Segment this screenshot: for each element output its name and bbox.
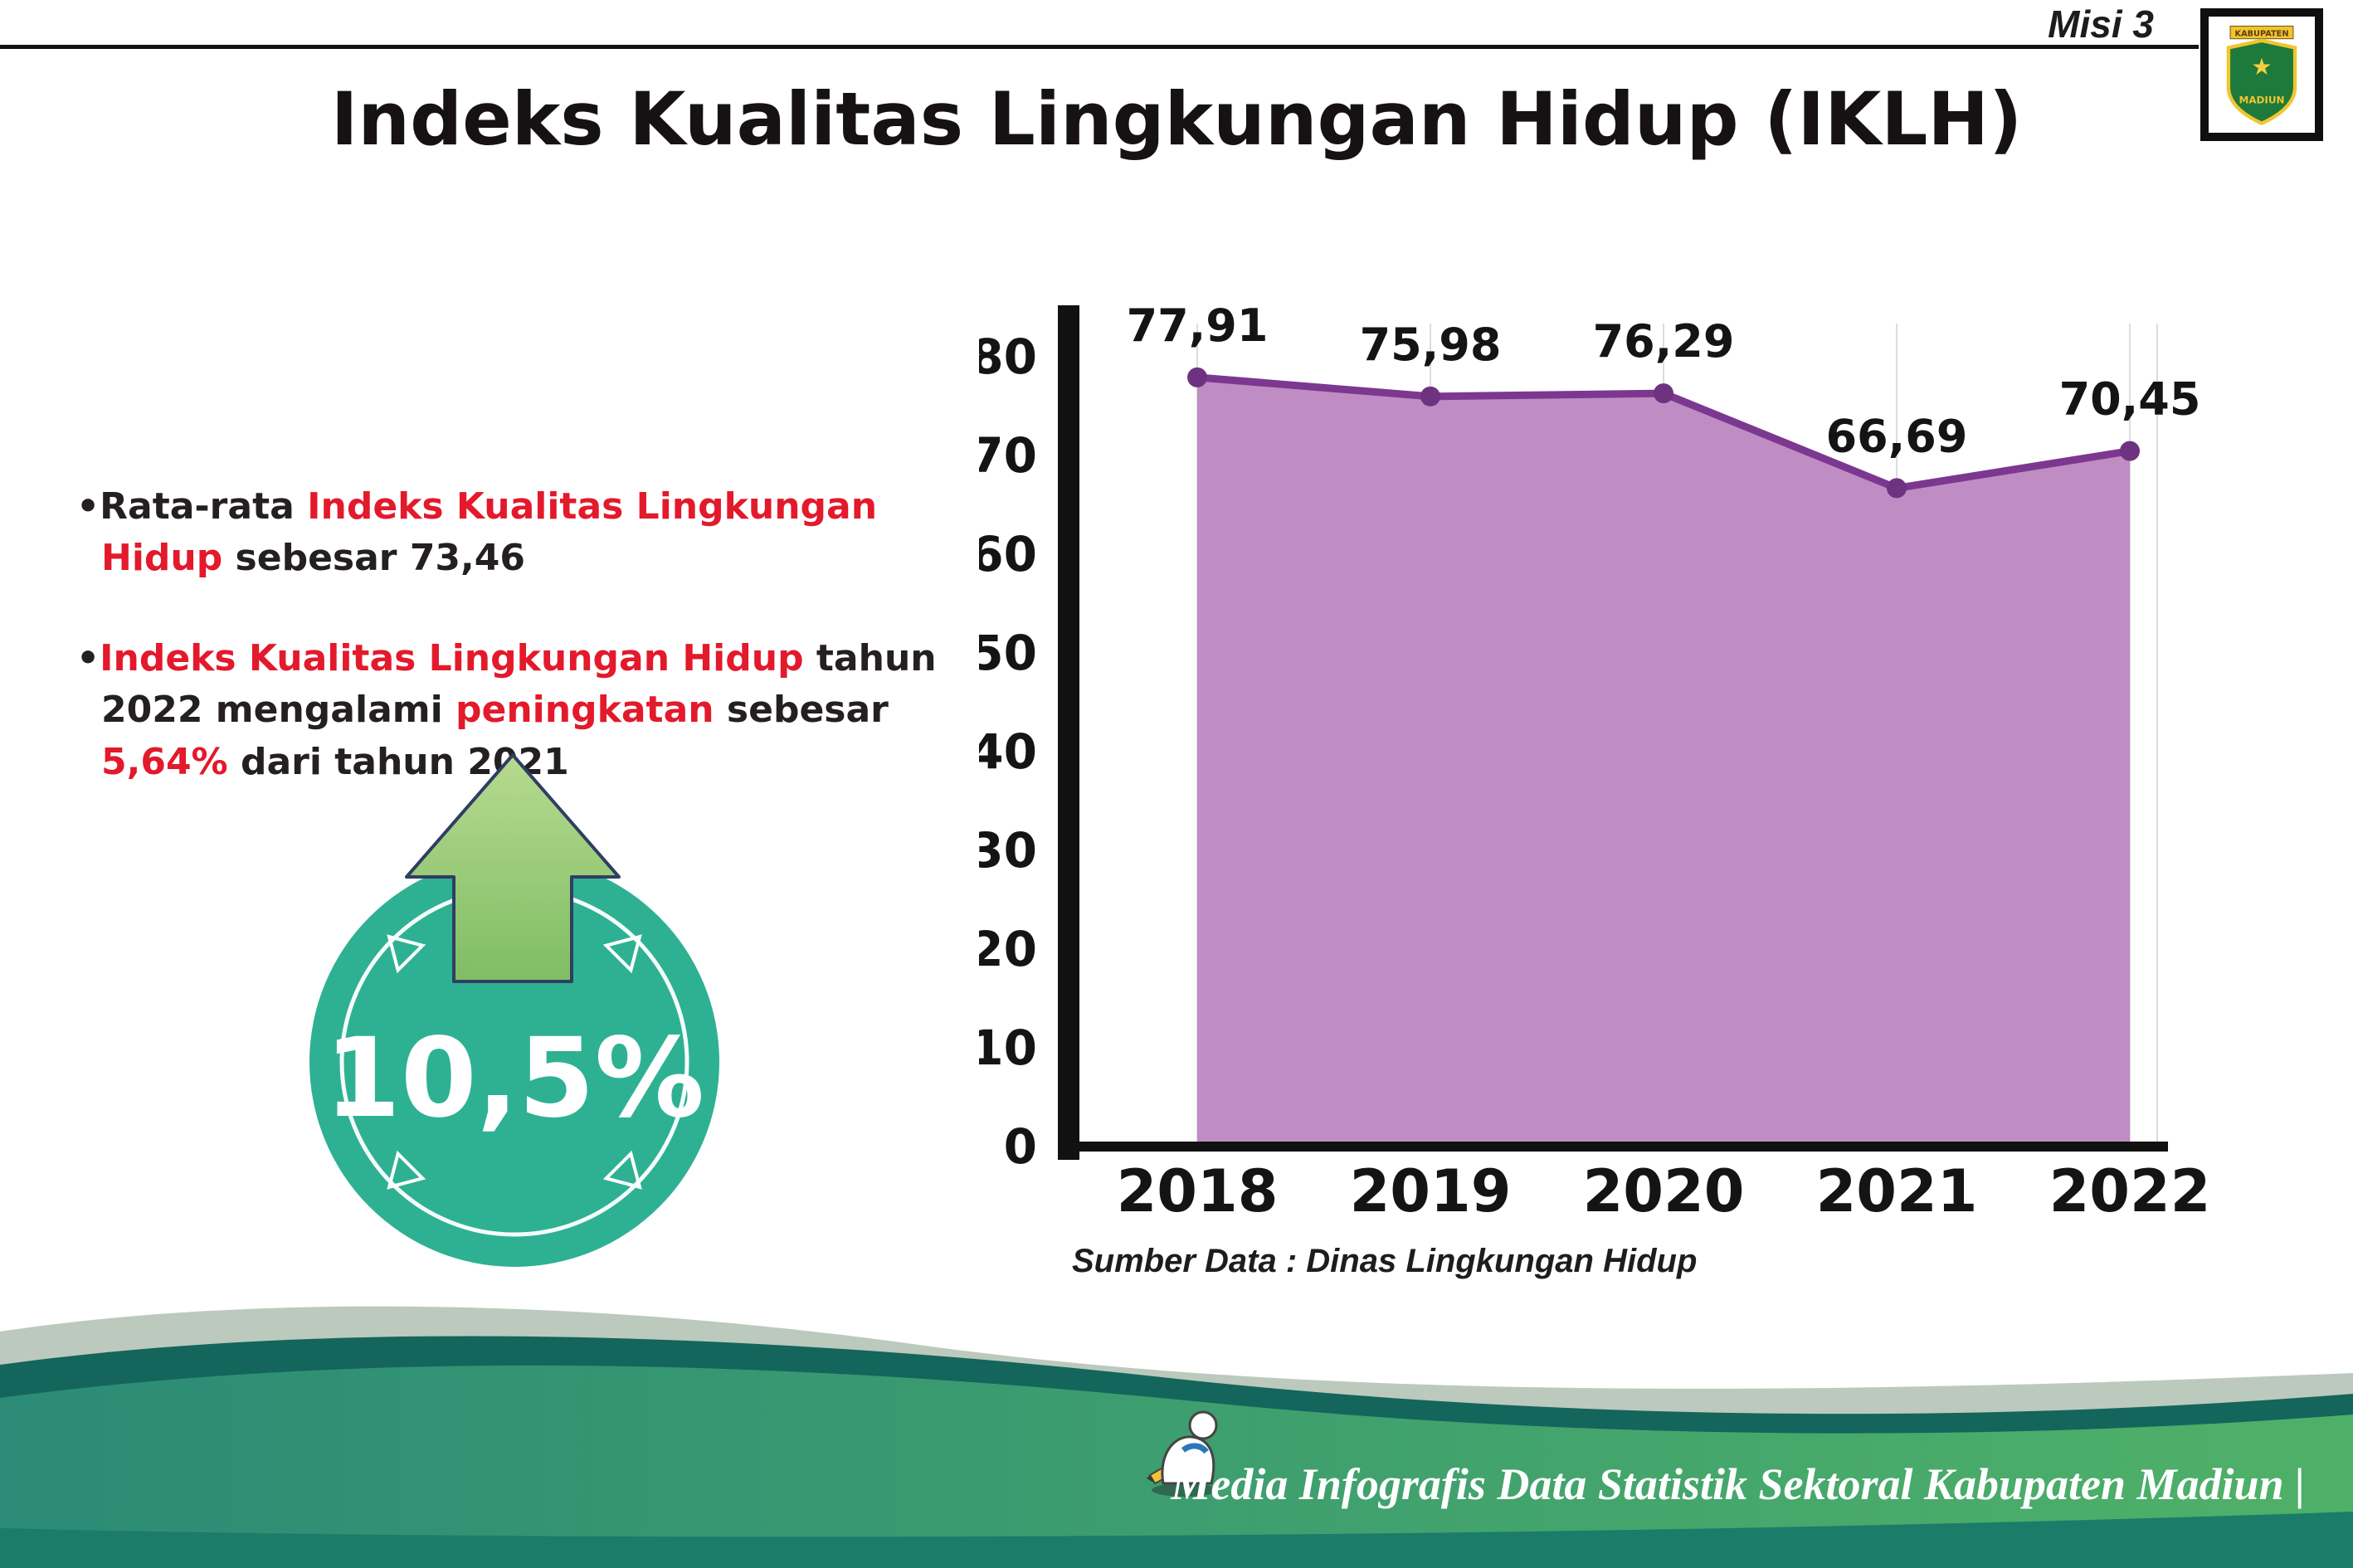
x-tick-label: 2018 — [1117, 1157, 1279, 1225]
y-tick-label: 80 — [979, 329, 1037, 385]
mascot-scarf — [1181, 1443, 1209, 1454]
y-tick-label: 20 — [979, 921, 1037, 977]
value-label: 66,69 — [1826, 410, 1968, 462]
x-tick-label: 2019 — [1350, 1157, 1512, 1225]
mission-label: Misi 3 — [2048, 2, 2154, 46]
mascot-icon — [1147, 1410, 1218, 1497]
bullet-text-segment: Indeks Kualitas Lingkungan Hidup — [100, 636, 804, 679]
triangle-icon — [387, 1150, 426, 1190]
x-tick-label: 2020 — [1583, 1157, 1745, 1225]
bullet-text-segment: sebesar — [714, 689, 889, 732]
bullet-text-segment: sebesar 73,46 — [222, 537, 525, 580]
bullet-text-segment: Rata-rata — [100, 485, 308, 528]
header-divider — [0, 45, 2199, 49]
badge-percentage: 10,5% — [324, 1015, 704, 1142]
y-tick-label: 60 — [979, 526, 1037, 582]
x-tick-label: 2021 — [1816, 1157, 1978, 1225]
triangle-icon — [602, 934, 642, 974]
iklh-area-chart: 77,91 75,98 76,29 66,69 70,45 0 10 20 30 40 50 60 70… — [979, 299, 2207, 1225]
pencil-tip — [1147, 1475, 1155, 1483]
data-source: Sumber Data : Dinas Lingkungan Hidup — [1072, 1243, 1698, 1279]
bullet-marker: • — [76, 636, 100, 679]
logo-shield-body — [2226, 38, 2297, 125]
wave-bottom-band — [0, 1512, 2353, 1568]
value-label: 75,98 — [1360, 319, 1502, 371]
y-tick-label: 70 — [979, 427, 1037, 484]
page-title: Indeks Kualitas Lingkungan Hidup (IKLH) — [330, 76, 2023, 162]
y-tick-label: 50 — [979, 625, 1037, 681]
logo-shield: KABUPATEN ★ MADIUN — [2226, 25, 2297, 125]
mascot-shadow — [1152, 1483, 1218, 1497]
data-point — [2120, 441, 2140, 461]
badge-tick-triangles — [387, 934, 642, 1190]
logo-top-text: KABUPATEN — [2235, 29, 2289, 38]
value-label: 76,29 — [1593, 315, 1735, 368]
y-tick-label: 10 — [979, 1020, 1037, 1076]
mascot-head — [1188, 1410, 1218, 1440]
badge-circle — [309, 857, 719, 1267]
bullet-marker: • — [76, 485, 100, 528]
up-arrow-icon — [405, 753, 621, 983]
y-tick-label: 40 — [979, 723, 1037, 780]
y-axis — [1058, 305, 1079, 1160]
increase-badge: 10,5% — [309, 753, 719, 1267]
summary-bullets: •Rata-rata Indeks Kualitas Lingkungan Hi… — [76, 481, 964, 836]
bullet-text-segment: 5,64% — [101, 740, 228, 783]
logo-bottom-text: MADIUN — [2239, 95, 2284, 106]
value-label: 77,91 — [1127, 299, 1269, 352]
logo-star-icon: ★ — [2251, 53, 2272, 80]
triangle-icon — [387, 934, 426, 974]
y-tick-label: 0 — [1004, 1118, 1037, 1175]
data-point — [1187, 367, 1207, 387]
bullet-item-average: •Rata-rata Indeks Kualitas Lingkungan Hi… — [76, 481, 964, 585]
y-tick-label: 30 — [979, 822, 1037, 879]
x-axis — [1058, 1142, 2168, 1152]
area-fill — [1197, 377, 2130, 1147]
data-point — [1420, 386, 1440, 407]
bullet-text-segment: peningkatan — [455, 689, 714, 732]
data-point — [1654, 383, 1673, 404]
data-point — [1887, 478, 1907, 499]
bullet-item-increase: •Indeks Kualitas Lingkungan Hidup tahun … — [76, 633, 964, 788]
bullet-text-segment: Indeks Kualitas Lingkungan Hidup — [101, 485, 878, 580]
value-label: 70,45 — [2059, 373, 2201, 426]
bullet-text-segment: tahun 2022 mengalami — [101, 636, 937, 732]
kabupaten-madiun-logo: KABUPATEN ★ MADIUN — [2200, 8, 2323, 141]
footer-credit: Media Infografis Data Statistik Sektoral… — [1171, 1459, 2305, 1509]
triangle-icon — [602, 1150, 642, 1190]
x-tick-label: 2022 — [2049, 1157, 2207, 1225]
